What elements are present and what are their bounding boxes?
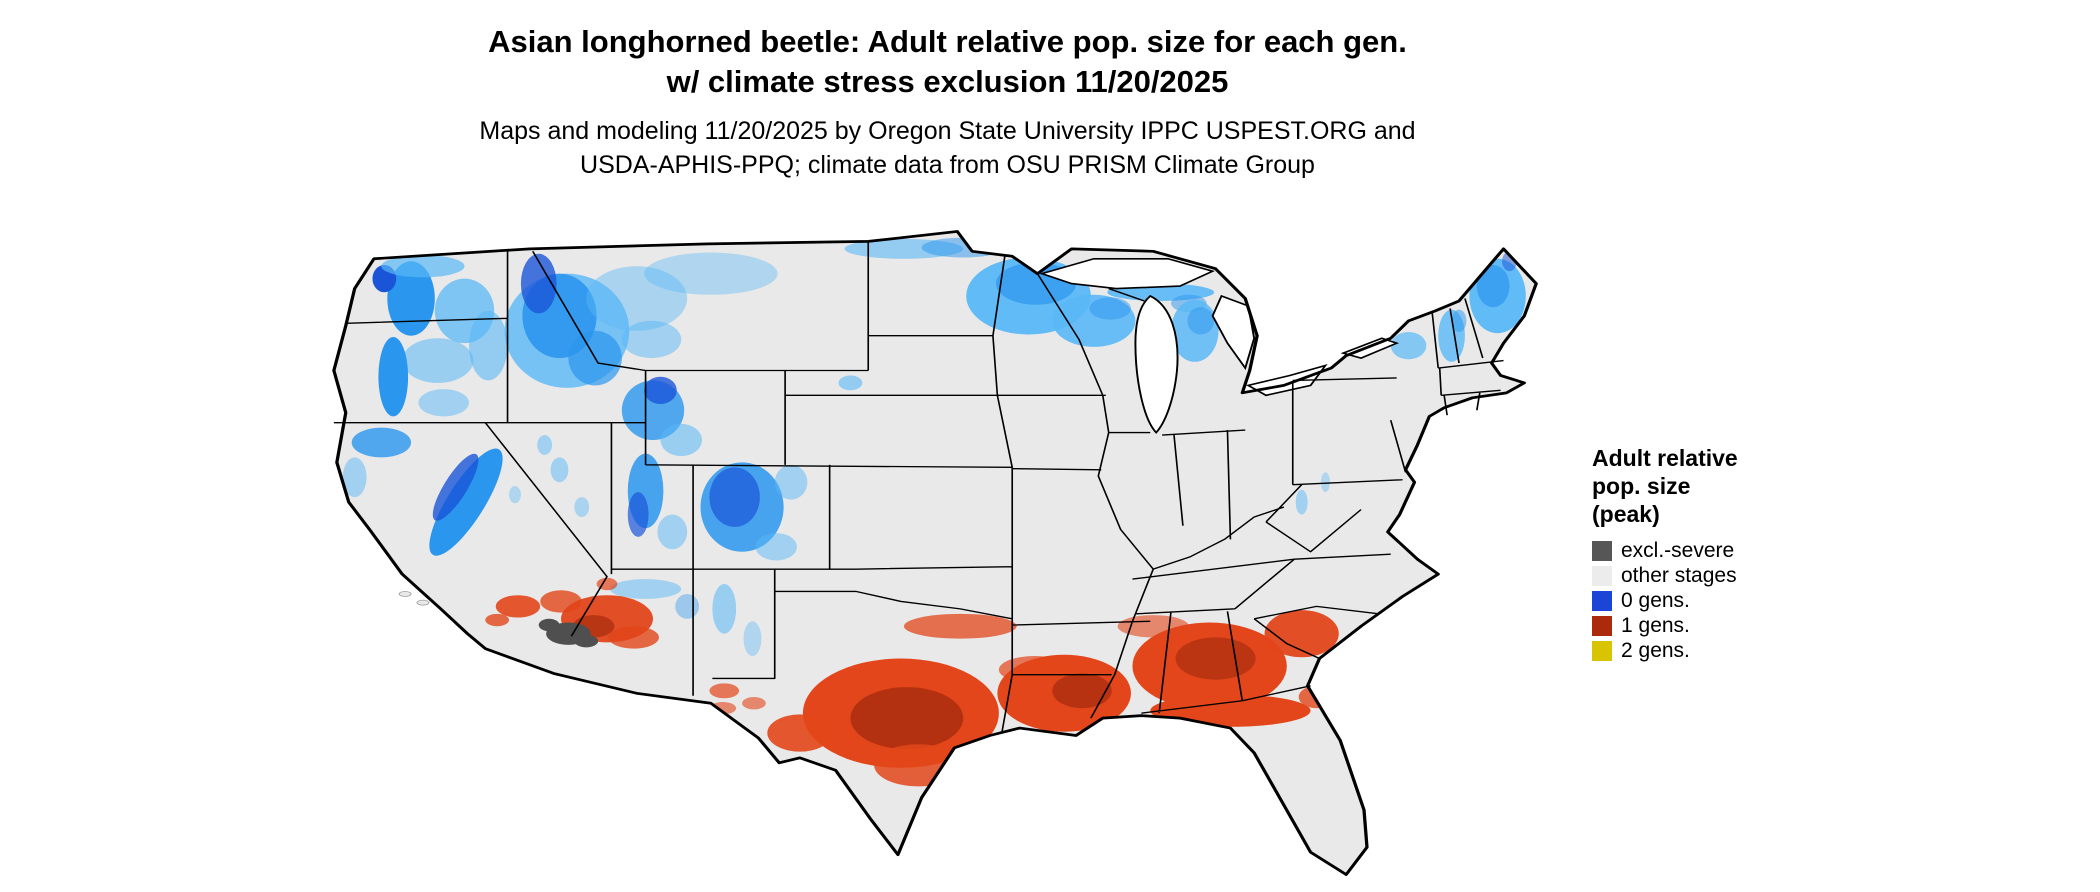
legend-swatch-1-gens — [1592, 615, 1612, 636]
legend-item: 2 gens. — [1592, 638, 1912, 663]
legend-item-label: other stages — [1621, 564, 1737, 587]
legend-swatch-0-gens — [1592, 590, 1612, 611]
lake-michigan — [1134, 295, 1179, 434]
legend-items: excl.-severe other stages 0 gens. 1 gens… — [1592, 538, 1912, 663]
subtitle-line2: USDA-APHIS-PPQ; climate data from OSU PR… — [580, 151, 1315, 179]
legend: Adult relative pop. size (peak) excl.-se… — [1592, 444, 1912, 663]
subtitle-line1: Maps and modeling 11/20/2025 by Oregon S… — [479, 117, 1416, 145]
us-map-svg — [332, 230, 1538, 876]
us-outline — [332, 230, 1538, 876]
great-lakes — [1039, 257, 1400, 434]
legend-swatch-other-stages — [1592, 565, 1612, 586]
us-map — [322, 224, 1554, 882]
state-borders — [333, 241, 1504, 734]
lake-superior — [1039, 257, 1216, 290]
overlay-excluded-severe — [538, 618, 599, 648]
legend-title-line3: (peak) — [1592, 501, 1660, 527]
legend-item-label: 2 gens. — [1621, 639, 1690, 662]
legend-title-line2: pop. size — [1592, 473, 1691, 499]
legend-item-label: 0 gens. — [1621, 589, 1690, 612]
legend-item: 1 gens. — [1592, 613, 1912, 638]
legend-item: 0 gens. — [1592, 588, 1912, 613]
subtitle: Maps and modeling 11/20/2025 by Oregon S… — [0, 114, 1895, 182]
channel-islands — [398, 591, 430, 606]
legend-title: Adult relative pop. size (peak) — [1592, 444, 1912, 528]
header: Asian longhorned beetle: Adult relative … — [0, 22, 1895, 182]
lake-ontario — [1340, 337, 1400, 359]
legend-swatch-2-gens — [1592, 640, 1612, 661]
legend-swatch-excl-severe — [1592, 540, 1612, 561]
legend-item-label: excl.-severe — [1621, 539, 1735, 562]
legend-title-line1: Adult relative — [1592, 445, 1738, 471]
legend-item-label: 1 gens. — [1621, 614, 1690, 637]
legend-item: other stages — [1592, 563, 1912, 588]
page-title-line2: w/ climate stress exclusion 11/20/2025 — [666, 64, 1229, 99]
page-title-line1: Asian longhorned beetle: Adult relative … — [488, 24, 1407, 59]
legend-item: excl.-severe — [1592, 538, 1912, 563]
